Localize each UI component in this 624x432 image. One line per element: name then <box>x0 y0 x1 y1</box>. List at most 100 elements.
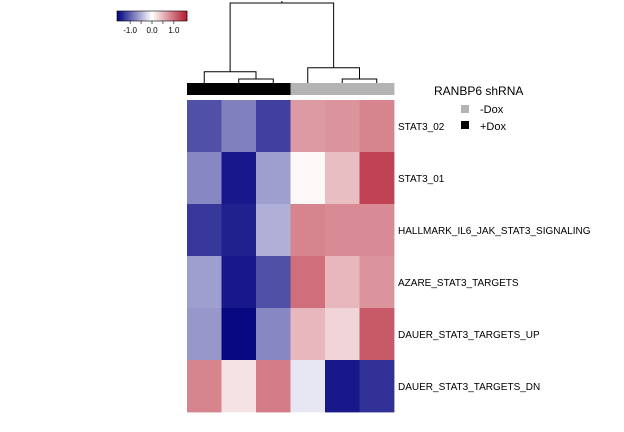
color-scale-segment <box>122 11 125 21</box>
color-scale-segment <box>166 11 168 21</box>
color-scale-segment <box>163 11 166 21</box>
color-scale-tick-label: 1.0 <box>168 26 180 35</box>
heatmap-cell <box>325 256 360 309</box>
color-scale-segment <box>162 11 164 21</box>
color-scale-segment <box>148 11 150 21</box>
heatmap-cell <box>290 256 326 309</box>
color-scale-segment <box>125 11 127 21</box>
heatmap-cell <box>256 256 291 309</box>
heatmap-cell <box>256 308 291 361</box>
color-scale-segment <box>174 11 176 21</box>
color-scale-segment <box>173 11 175 21</box>
heatmap-cell <box>187 152 222 205</box>
color-scale-segment <box>168 11 170 21</box>
heatmap-cell <box>290 204 326 257</box>
color-scale-segment <box>117 11 119 21</box>
heatmap-cells <box>187 100 395 413</box>
heatmap-cell <box>359 204 395 257</box>
color-scale-segment <box>159 11 161 21</box>
dendrogram-branch <box>229 2 335 72</box>
heatmap-cell <box>187 360 222 413</box>
color-scale-segment <box>133 11 135 21</box>
color-scale-segment <box>155 11 157 21</box>
color-scale-segment <box>152 11 154 21</box>
color-scale-segment <box>139 11 141 21</box>
color-scale-segment <box>136 11 139 21</box>
heatmap-cell <box>256 360 291 413</box>
column-dendrogram <box>203 1 378 83</box>
heatmap-cell <box>221 256 257 309</box>
dendrogram-branch <box>341 78 378 83</box>
color-scale-segment <box>143 11 146 21</box>
legend-title: RANBP6 shRNA <box>434 84 523 98</box>
row-labels: STAT3_02 STAT3_01 HALLMARK_IL6_JAK_STAT3_S… <box>398 122 591 393</box>
color-scale-segment <box>119 11 121 21</box>
color-scale-segment <box>153 11 155 21</box>
color-scale-segment <box>177 11 180 21</box>
row-label: STAT3_01 <box>398 174 445 185</box>
column-annotation-cell <box>359 83 395 95</box>
color-scale-segment <box>176 11 178 21</box>
dendrogram-branch <box>307 67 360 83</box>
color-scale-segment <box>161 11 163 21</box>
heatmap-cell <box>359 308 395 361</box>
color-scale-segment <box>180 11 182 21</box>
color-scale-tick-label: -1.0 <box>123 26 137 35</box>
heatmap-cell <box>187 204 222 257</box>
color-scale-segment <box>184 11 187 21</box>
color-scale-segment <box>156 11 159 21</box>
color-scale-segment <box>146 11 148 21</box>
heatmap-cell <box>325 204 360 257</box>
column-annotation-cell <box>256 83 291 95</box>
dendrogram-branch <box>203 71 257 83</box>
row-label: STAT3_02 <box>398 122 445 133</box>
heatmap-cell <box>187 100 222 153</box>
legend-swatch-plus-dox <box>461 121 469 129</box>
legend-label-minus-dox: -Dox <box>480 104 504 116</box>
heatmap-cell <box>290 360 326 413</box>
row-label: HALLMARK_IL6_JAK_STAT3_SIGNALING <box>398 226 591 237</box>
color-scale-segment <box>118 11 120 21</box>
color-scale-segment <box>149 11 152 21</box>
color-scale-segment <box>171 11 174 21</box>
color-scale-segment <box>141 11 143 21</box>
color-scale-tick-label: 0.0 <box>146 26 158 35</box>
row-label: DAUER_STAT3_TARGETS_DN <box>398 382 540 393</box>
color-scale-segment <box>132 11 134 21</box>
heatmap-cell <box>221 308 257 361</box>
group-legend: RANBP6 shRNA -Dox +Dox <box>434 84 523 133</box>
color-scale-segment <box>140 11 142 21</box>
color-scale-segment <box>121 11 124 21</box>
color-scale-segment <box>126 11 128 21</box>
color-scale-segment <box>142 11 145 21</box>
color-scale-segment <box>147 11 149 21</box>
color-scale-segment <box>120 11 122 21</box>
heatmap-cell <box>359 152 395 205</box>
heatmap-cell <box>256 204 291 257</box>
color-scale-segment <box>185 11 188 21</box>
legend-label-plus-dox: +Dox <box>480 121 506 133</box>
heatmap-cell <box>221 152 257 205</box>
color-scale-segment <box>129 11 132 21</box>
color-scale-segment <box>169 11 171 21</box>
color-scale-segment <box>131 11 133 21</box>
color-scale-segment <box>160 11 162 21</box>
heatmap-cell <box>290 152 326 205</box>
heatmap-cell <box>359 256 395 309</box>
heatmap-cell <box>359 100 395 153</box>
heatmap-cell <box>256 100 291 153</box>
color-scale-legend: -1.0 0.0 1.0 <box>116 10 188 35</box>
row-label: DAUER_STAT3_TARGETS_UP <box>398 330 540 341</box>
color-scale-segment <box>170 11 173 21</box>
color-scale-segment <box>138 11 140 21</box>
heatmap-cell <box>221 204 257 257</box>
column-annotation-cell <box>187 83 222 95</box>
heatmap-cell <box>290 100 326 153</box>
color-scale-segment <box>183 11 185 21</box>
color-scale-segment <box>175 11 177 21</box>
column-annotation-cell <box>221 83 257 95</box>
color-scale-segment <box>178 11 181 21</box>
heatmap-cell <box>290 308 326 361</box>
color-scale-segment <box>157 11 160 21</box>
